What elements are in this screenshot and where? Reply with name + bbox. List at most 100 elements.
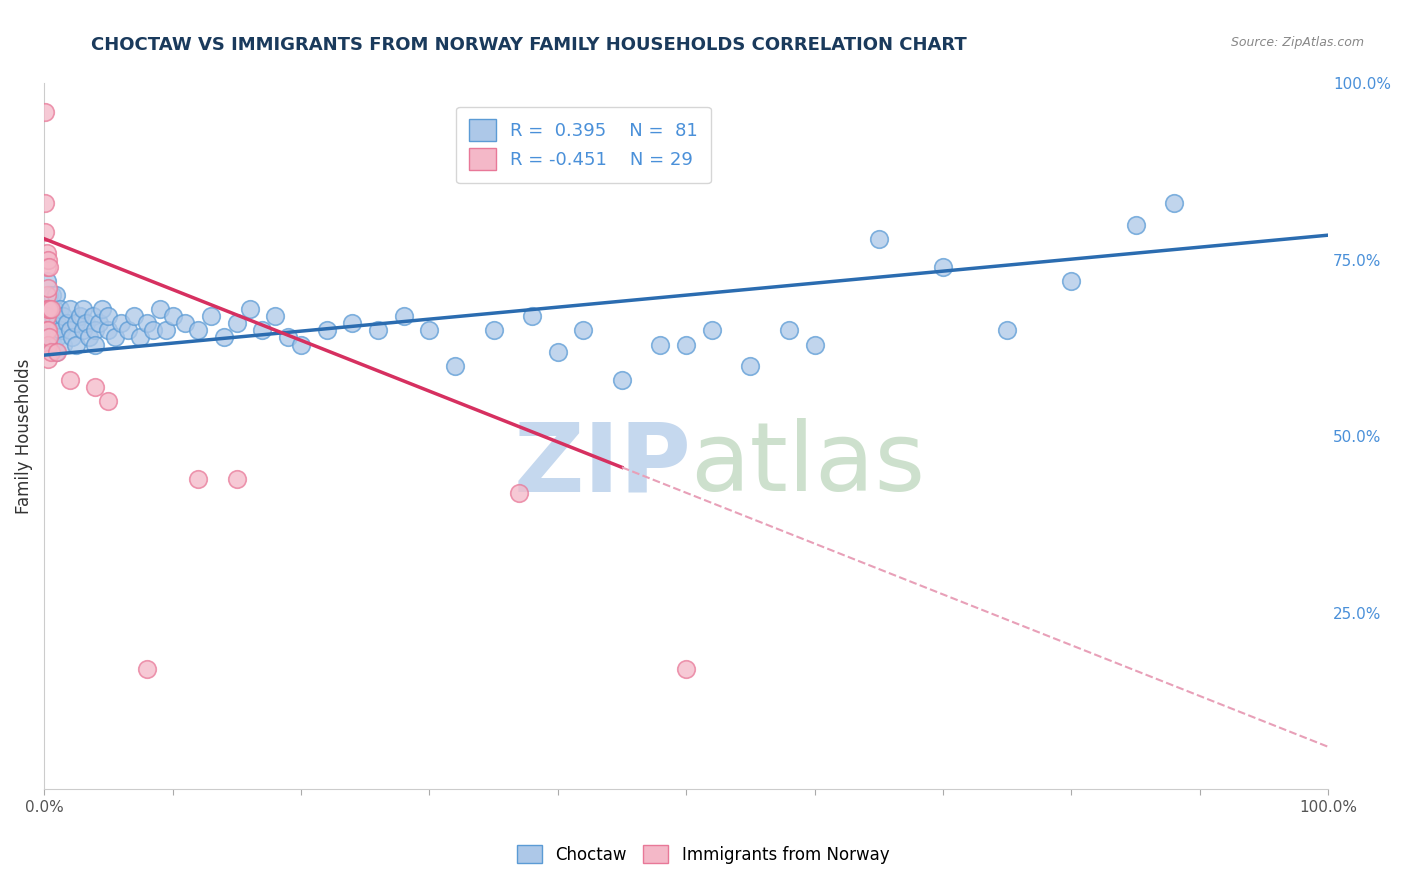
- Point: [65, 337, 87, 351]
- Point: [39, 302, 62, 317]
- Legend: Choctaw, Immigrants from Norway: Choctaw, Immigrants from Norway: [510, 838, 896, 871]
- Point: [238, 302, 260, 317]
- Point: [187, 472, 209, 486]
- Point: [45, 344, 67, 359]
- Point: [675, 662, 697, 676]
- Point: [1060, 274, 1083, 288]
- Point: [225, 472, 247, 486]
- Point: [35, 260, 58, 274]
- Point: [76, 317, 98, 331]
- Point: [49, 323, 72, 337]
- Point: [110, 317, 132, 331]
- Point: [35, 323, 58, 337]
- Point: [97, 310, 120, 324]
- Point: [35, 274, 58, 288]
- Point: [129, 330, 152, 344]
- Point: [122, 310, 145, 324]
- Point: [37, 252, 59, 267]
- Point: [34, 104, 56, 119]
- Point: [44, 323, 66, 337]
- Point: [82, 310, 104, 324]
- Point: [90, 302, 112, 317]
- Point: [42, 310, 65, 324]
- Point: [46, 317, 69, 331]
- Point: [155, 323, 177, 337]
- Point: [520, 310, 543, 324]
- Point: [277, 330, 299, 344]
- Point: [59, 373, 82, 387]
- Point: [38, 302, 60, 317]
- Point: [1125, 218, 1147, 232]
- Point: [41, 288, 63, 302]
- Point: [52, 310, 75, 324]
- Point: [740, 359, 762, 373]
- Point: [675, 337, 697, 351]
- Text: atlas: atlas: [690, 418, 925, 511]
- Text: ZIP: ZIP: [513, 418, 692, 511]
- Point: [508, 485, 530, 500]
- Point: [59, 302, 82, 317]
- Y-axis label: Family Households: Family Households: [15, 359, 32, 514]
- Point: [38, 288, 60, 302]
- Point: [650, 337, 672, 351]
- Point: [135, 662, 157, 676]
- Point: [290, 337, 312, 351]
- Point: [778, 323, 800, 337]
- Point: [37, 281, 59, 295]
- Point: [142, 323, 165, 337]
- Point: [46, 344, 69, 359]
- Point: [315, 323, 337, 337]
- Point: [700, 323, 723, 337]
- Point: [69, 310, 91, 324]
- Point: [444, 359, 467, 373]
- Point: [35, 288, 58, 302]
- Point: [42, 337, 65, 351]
- Point: [225, 317, 247, 331]
- Point: [212, 330, 235, 344]
- Point: [72, 302, 94, 317]
- Point: [37, 302, 59, 317]
- Point: [97, 394, 120, 409]
- Point: [38, 330, 60, 344]
- Point: [89, 317, 111, 331]
- Point: [38, 317, 60, 331]
- Point: [104, 330, 127, 344]
- Point: [200, 310, 222, 324]
- Point: [41, 323, 63, 337]
- Point: [418, 323, 440, 337]
- Point: [264, 310, 287, 324]
- Point: [1163, 196, 1185, 211]
- Point: [572, 323, 595, 337]
- Point: [52, 337, 75, 351]
- Point: [117, 323, 139, 337]
- Point: [37, 323, 59, 337]
- Text: CHOCTAW VS IMMIGRANTS FROM NORWAY FAMILY HOUSEHOLDS CORRELATION CHART: CHOCTAW VS IMMIGRANTS FROM NORWAY FAMILY…: [91, 36, 967, 54]
- Point: [149, 302, 172, 317]
- Point: [46, 330, 69, 344]
- Point: [995, 323, 1018, 337]
- Point: [37, 302, 59, 317]
- Point: [252, 323, 274, 337]
- Legend: R =  0.395    N =  81, R = -0.451    N = 29: R = 0.395 N = 81, R = -0.451 N = 29: [456, 106, 710, 183]
- Point: [39, 344, 62, 359]
- Point: [72, 323, 94, 337]
- Point: [37, 330, 59, 344]
- Point: [367, 323, 389, 337]
- Point: [65, 317, 87, 331]
- Point: [868, 232, 890, 246]
- Point: [392, 310, 415, 324]
- Point: [39, 302, 62, 317]
- Point: [77, 330, 100, 344]
- Point: [547, 344, 569, 359]
- Point: [37, 351, 59, 366]
- Point: [84, 380, 107, 394]
- Point: [187, 323, 209, 337]
- Point: [97, 323, 120, 337]
- Point: [610, 373, 633, 387]
- Point: [174, 317, 197, 331]
- Point: [35, 310, 58, 324]
- Point: [932, 260, 955, 274]
- Point: [37, 337, 59, 351]
- Point: [59, 323, 82, 337]
- Point: [162, 310, 184, 324]
